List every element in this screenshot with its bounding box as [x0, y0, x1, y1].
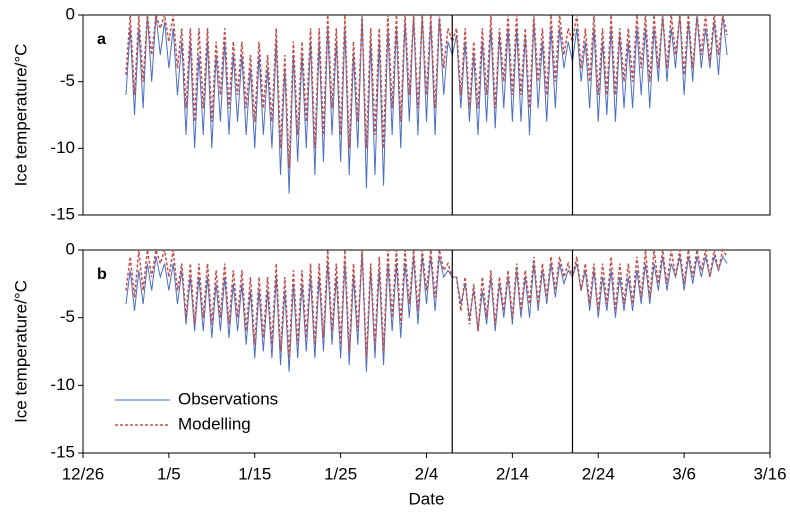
data-line — [125, 14, 728, 194]
y-tick-label: -5 — [60, 307, 75, 326]
y-tick-label: -15 — [50, 442, 75, 461]
y-tick-label: 0 — [66, 4, 75, 23]
x-tick-label: 2/24 — [582, 464, 615, 483]
y-axis-title: Ice temperature/°C — [11, 44, 30, 187]
x-tick-label: 1/15 — [238, 464, 271, 483]
panel-label: b — [97, 266, 107, 283]
y-tick-label: -10 — [50, 138, 75, 157]
x-tick-label: 3/16 — [753, 464, 786, 483]
data-line — [125, 248, 728, 359]
x-tick-label: 1/5 — [157, 464, 181, 483]
y-tick-label: -10 — [50, 375, 75, 394]
y-tick-label: 0 — [66, 239, 75, 258]
y-tick-label: -15 — [50, 204, 75, 223]
x-tick-label: 1/25 — [324, 464, 357, 483]
y-axis-title: Ice temperature/°C — [11, 280, 30, 423]
panel-label: a — [97, 31, 106, 48]
x-tick-label: 12/26 — [62, 464, 105, 483]
data-line — [125, 249, 728, 372]
x-tick-label: 2/4 — [415, 464, 439, 483]
x-tick-label: 3/6 — [672, 464, 696, 483]
plot-frame — [82, 14, 771, 216]
x-axis-title: Date — [409, 489, 445, 508]
data-line — [125, 14, 728, 169]
legend-label: Modelling — [178, 414, 251, 433]
y-tick-label: -5 — [60, 71, 75, 90]
x-tick-label: 2/14 — [496, 464, 529, 483]
legend-label: Observations — [178, 389, 278, 408]
